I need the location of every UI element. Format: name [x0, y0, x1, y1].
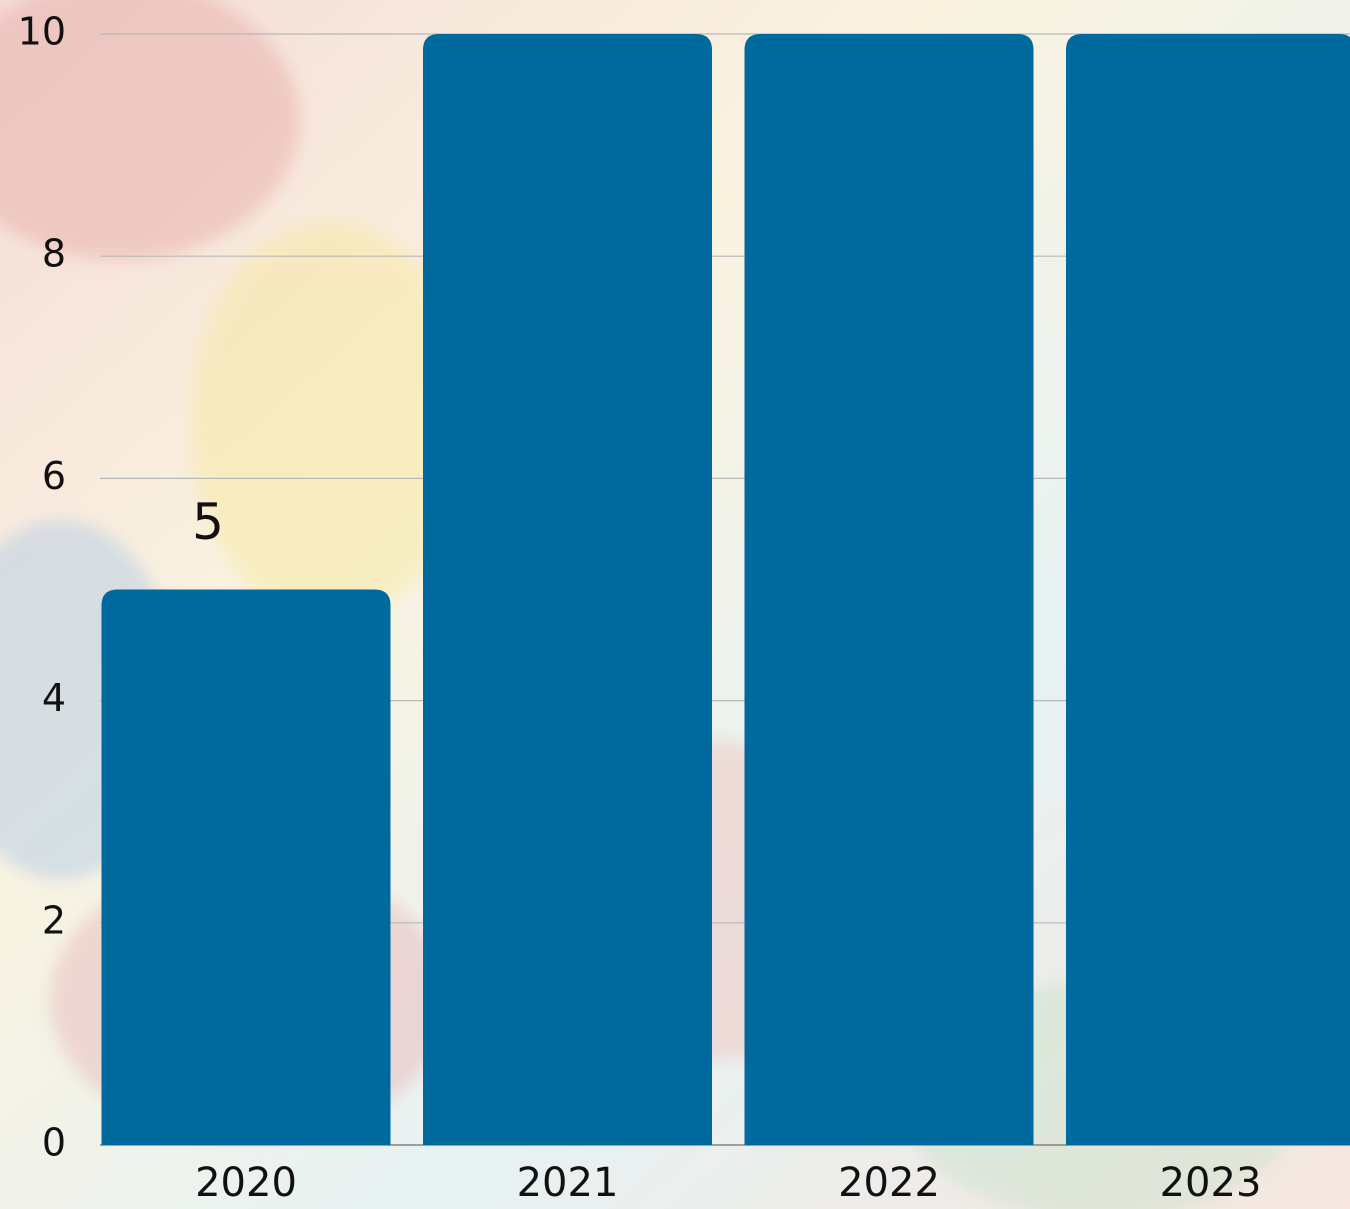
y-tick-label: 10 [18, 10, 66, 54]
bar [101, 589, 391, 1145]
x-tick-label: 2022 [838, 1160, 940, 1206]
bar [1066, 34, 1350, 1145]
x-tick-label: 2021 [517, 1160, 619, 1206]
data-label: 5 [192, 493, 224, 551]
bar [744, 34, 1034, 1145]
y-tick-label: 0 [42, 1121, 66, 1165]
bar [423, 34, 712, 1145]
x-tick-label: 2020 [195, 1160, 297, 1206]
y-tick-label: 2 [42, 898, 66, 942]
y-tick-label: 8 [42, 232, 66, 276]
y-tick-label: 6 [42, 454, 66, 498]
y-tick-label: 4 [42, 676, 66, 720]
x-tick-label: 2023 [1160, 1160, 1262, 1206]
